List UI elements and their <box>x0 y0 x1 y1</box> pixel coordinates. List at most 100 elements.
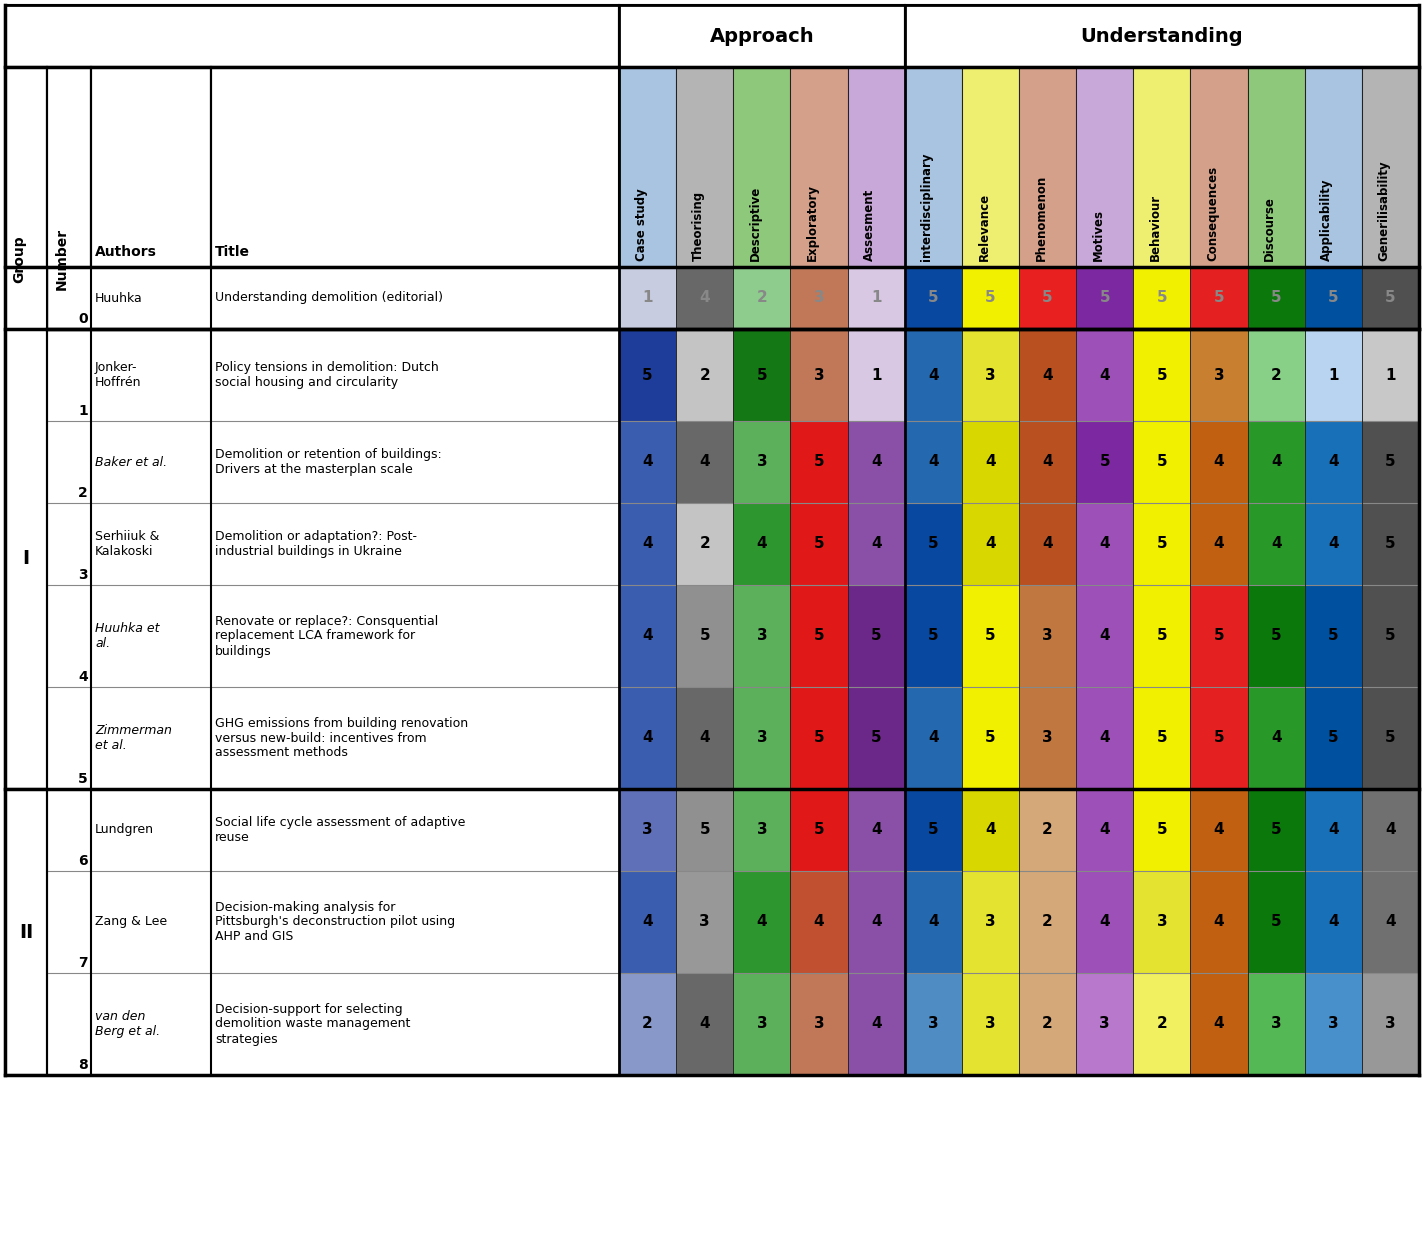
Text: 4: 4 <box>699 455 711 470</box>
Text: 5: 5 <box>928 290 938 305</box>
Bar <box>790 585 847 687</box>
Bar <box>1077 585 1134 687</box>
Text: 3: 3 <box>1329 1017 1339 1032</box>
Text: 4: 4 <box>699 730 711 745</box>
Bar <box>733 687 790 789</box>
Bar <box>1020 422 1077 503</box>
Bar <box>1020 267 1077 329</box>
Bar <box>676 503 733 585</box>
Bar <box>1247 422 1304 503</box>
Bar <box>676 585 733 687</box>
Text: 7: 7 <box>78 956 88 970</box>
Text: 4: 4 <box>1270 730 1282 745</box>
Text: 5: 5 <box>928 822 938 837</box>
Text: Applicability: Applicability <box>1320 179 1333 260</box>
Text: 5: 5 <box>1270 290 1282 305</box>
Text: 5: 5 <box>928 629 938 644</box>
Text: 5: 5 <box>813 455 824 470</box>
Text: 5: 5 <box>1329 290 1339 305</box>
Bar <box>904 267 961 329</box>
Bar <box>961 789 1020 870</box>
Text: Approach: Approach <box>709 26 815 46</box>
Text: 5: 5 <box>985 629 995 644</box>
Text: 4: 4 <box>642 629 652 644</box>
Text: Behaviour: Behaviour <box>1149 193 1162 260</box>
Text: 5: 5 <box>1386 290 1396 305</box>
Text: Demolition or adaptation?: Post-
industrial buildings in Ukraine: Demolition or adaptation?: Post- industr… <box>215 529 417 558</box>
Text: 4: 4 <box>928 915 938 930</box>
Bar <box>847 67 904 267</box>
Text: Zang & Lee: Zang & Lee <box>95 915 167 929</box>
Text: 5: 5 <box>1156 290 1168 305</box>
Bar <box>1190 329 1247 422</box>
Bar <box>1190 422 1247 503</box>
Bar <box>47 789 91 870</box>
Bar <box>619 789 676 870</box>
Bar <box>91 973 211 1075</box>
Bar <box>676 422 733 503</box>
Text: 4: 4 <box>1213 915 1225 930</box>
Text: 4: 4 <box>1042 367 1052 382</box>
Text: 4: 4 <box>642 455 652 470</box>
Text: 5: 5 <box>1213 629 1225 644</box>
Bar <box>1361 503 1418 585</box>
Text: 3: 3 <box>756 730 768 745</box>
Bar <box>1361 329 1418 422</box>
Bar <box>961 687 1020 789</box>
Bar <box>1304 267 1361 329</box>
Bar <box>1077 67 1134 267</box>
Text: 4: 4 <box>1270 537 1282 552</box>
Text: 5: 5 <box>813 730 824 745</box>
Text: 3: 3 <box>985 367 995 382</box>
Bar <box>676 267 733 329</box>
Bar <box>47 422 91 503</box>
Text: 2: 2 <box>1270 367 1282 382</box>
Bar <box>1077 422 1134 503</box>
Text: Decision-making analysis for
Pittsburgh's deconstruction pilot using
AHP and GIS: Decision-making analysis for Pittsburgh'… <box>215 900 456 944</box>
Text: I: I <box>23 549 30 568</box>
Text: 4: 4 <box>1099 915 1111 930</box>
Bar <box>961 422 1020 503</box>
Text: 4: 4 <box>756 915 768 930</box>
Bar <box>211 329 619 422</box>
Text: Assesment: Assesment <box>863 188 876 260</box>
Bar <box>1361 267 1418 329</box>
Text: van den
Berg et al.: van den Berg et al. <box>95 1011 159 1038</box>
Text: 5: 5 <box>1213 730 1225 745</box>
Text: 3: 3 <box>1386 1017 1396 1032</box>
Text: 5: 5 <box>756 367 768 382</box>
Bar <box>790 789 847 870</box>
Bar <box>619 5 904 67</box>
Text: 2: 2 <box>1042 915 1052 930</box>
Text: Title: Title <box>215 246 251 259</box>
Bar <box>1247 329 1304 422</box>
Bar <box>91 67 211 267</box>
Text: 3: 3 <box>756 1017 768 1032</box>
Bar <box>211 687 619 789</box>
Text: 5: 5 <box>1270 915 1282 930</box>
Text: Number: Number <box>56 228 68 290</box>
Bar <box>1247 585 1304 687</box>
Bar <box>1077 329 1134 422</box>
Bar <box>1247 267 1304 329</box>
Bar <box>1134 503 1190 585</box>
Text: 3: 3 <box>78 568 88 582</box>
Bar <box>211 789 619 870</box>
Bar <box>1190 973 1247 1075</box>
Text: Policy tensions in demolition: Dutch
social housing and circularity: Policy tensions in demolition: Dutch soc… <box>215 361 439 389</box>
Text: 2: 2 <box>699 537 711 552</box>
Text: 4: 4 <box>756 537 768 552</box>
Text: 0: 0 <box>78 312 88 326</box>
Bar <box>676 687 733 789</box>
Bar <box>1020 585 1077 687</box>
Bar <box>733 973 790 1075</box>
Text: 2: 2 <box>1042 822 1052 837</box>
Text: 4: 4 <box>1099 367 1111 382</box>
Bar <box>904 789 961 870</box>
Bar <box>1020 789 1077 870</box>
Text: 4: 4 <box>699 1017 711 1032</box>
Text: Zimmerman
et al.: Zimmerman et al. <box>95 724 172 751</box>
Text: 4: 4 <box>928 455 938 470</box>
Bar <box>1134 789 1190 870</box>
Text: 5: 5 <box>1156 455 1168 470</box>
